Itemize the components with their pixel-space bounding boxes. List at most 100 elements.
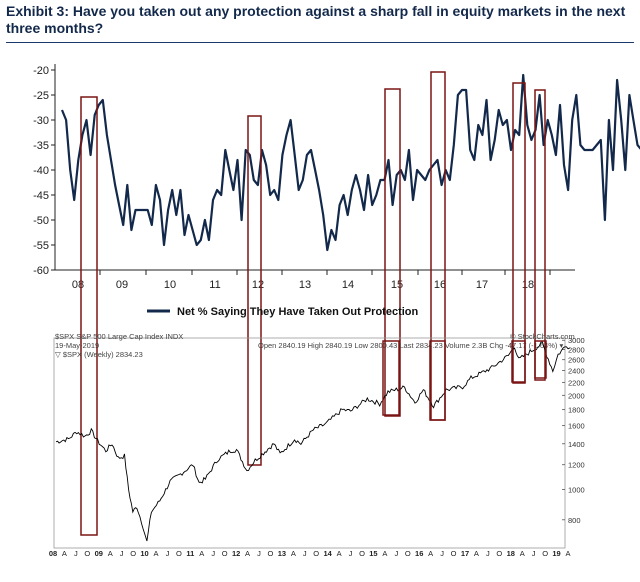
spx-chart-title: $SPX S&P 500 Large Cap Index INDX xyxy=(55,332,183,341)
spx-y-tick-label: 2400 xyxy=(568,367,585,376)
y-tick-label: -30 xyxy=(33,115,49,127)
y-tick-label: -60 xyxy=(33,265,49,277)
spx-x-tick-label: J xyxy=(120,549,124,558)
spx-x-tick-label: 19 xyxy=(552,549,560,558)
y-tick-label: -35 xyxy=(33,140,49,152)
spx-x-tick-label: A xyxy=(291,549,296,558)
spx-x-tick-label: J xyxy=(349,549,353,558)
x-tick-label: 18 xyxy=(522,279,534,291)
title-rule xyxy=(6,42,634,43)
spx-series-line xyxy=(55,341,570,542)
highlight-box xyxy=(534,89,546,381)
spx-x-tick-label: 17 xyxy=(461,549,469,558)
spx-y-tick-label: 2000 xyxy=(568,391,585,400)
spx-highlight-box xyxy=(382,340,400,416)
spx-x-tick-label: O xyxy=(496,549,502,558)
spx-x-tick-label: 10 xyxy=(140,549,148,558)
spx-x-tick-label: A xyxy=(153,549,158,558)
spx-x-tick-label: O xyxy=(359,549,365,558)
spx-x-tick-label: J xyxy=(486,549,490,558)
spx-y-tick-label: 3000 xyxy=(568,336,585,345)
spx-y-tick-label: 1400 xyxy=(568,440,585,449)
y-tick-label: -40 xyxy=(33,165,49,177)
spx-x-tick-label: 16 xyxy=(415,549,423,558)
spx-x-tick-label: O xyxy=(222,549,228,558)
spx-highlight-box xyxy=(429,340,446,421)
x-tick-label: 16 xyxy=(434,279,446,291)
x-tick-label: 15 xyxy=(391,279,403,291)
y-tick-label: -45 xyxy=(33,190,49,202)
spx-y-tick-label: 1600 xyxy=(568,422,585,431)
spx-x-tick-label: J xyxy=(166,549,170,558)
x-tick-label: 12 xyxy=(252,279,264,291)
spx-x-tick-label: 13 xyxy=(278,549,286,558)
spx-y-tick-label: 2800 xyxy=(568,346,585,355)
spx-date-line: 19-May-2019 xyxy=(55,341,99,350)
spx-highlight-box xyxy=(511,340,526,383)
survey-chart: -20 -25 -30 -35 -40 -45 -50 -55 -60 08 09 10 11 12 13 1… xyxy=(33,64,640,536)
spx-x-tick-label: O xyxy=(405,549,411,558)
spx-x-tick-label: A xyxy=(520,549,525,558)
x-tick-label: 10 xyxy=(164,279,176,291)
spx-x-tick-label: J xyxy=(257,549,261,558)
chart-title: Exhibit 3: Have you taken out any protec… xyxy=(6,3,626,36)
spx-x-tick-label: J xyxy=(394,549,398,558)
highlight-box xyxy=(80,96,98,536)
spx-chart: $SPX S&P 500 Large Cap Index INDX 19-May… xyxy=(49,332,585,558)
x-tick-label: 17 xyxy=(476,279,488,291)
spx-x-tick-label: 11 xyxy=(186,549,194,558)
x-tick-label: 14 xyxy=(342,279,354,291)
y-tick-label: -50 xyxy=(33,215,49,227)
spx-x-tick-label: A xyxy=(474,549,479,558)
y-tick-label: -55 xyxy=(33,240,49,252)
spx-x-tick-label: A xyxy=(108,549,113,558)
spx-x-tick-label: J xyxy=(74,549,78,558)
spx-x-tick-label: A xyxy=(428,549,433,558)
spx-x-tick-label: A xyxy=(245,549,250,558)
x-tick-label: 11 xyxy=(209,279,220,291)
spx-x-tick-label: O xyxy=(451,549,457,558)
x-tick-label: 13 xyxy=(299,279,311,291)
spx-y-tick-label: 2600 xyxy=(568,356,585,365)
spx-x-tick-label: J xyxy=(440,549,444,558)
x-tick-label: 08 xyxy=(72,279,84,291)
legend-label: Net % Saying They Have Taken Out Protect… xyxy=(177,306,419,318)
spx-ohlc-line: Open 2840.19 High 2840.19 Low 2800.43 La… xyxy=(258,341,563,350)
y-tick-label: -25 xyxy=(33,90,49,102)
highlight-box xyxy=(247,115,262,466)
spx-y-tick-label: 800 xyxy=(568,516,581,525)
spx-x-tick-label: J xyxy=(211,549,215,558)
spx-series-label: ▽ $SPX (Weekly) 2834.23 xyxy=(55,350,143,359)
spx-x-tick-label: 18 xyxy=(507,549,515,558)
spx-x-tick-label: A xyxy=(62,549,67,558)
spx-x-tick-label: A xyxy=(199,549,204,558)
spx-x-tick-label: A xyxy=(382,549,387,558)
spx-x-tick-label: O xyxy=(84,549,90,558)
spx-x-tick-label: O xyxy=(130,549,136,558)
spx-x-tick-label: O xyxy=(542,549,548,558)
series-line-net-protection xyxy=(60,73,640,252)
spx-y-tick-label: 1000 xyxy=(568,485,585,494)
spx-x-tick-label: 08 xyxy=(49,549,57,558)
spx-highlight-box xyxy=(534,340,547,379)
spx-y-tick-label: 2200 xyxy=(568,378,585,387)
spx-x-tick-label: A xyxy=(565,549,570,558)
spx-x-tick-label: J xyxy=(303,549,307,558)
spx-x-tick-label: 15 xyxy=(369,549,377,558)
legend: Net % Saying They Have Taken Out Protect… xyxy=(147,306,419,318)
spx-chart-frame xyxy=(53,337,566,549)
spx-x-tick-label: J xyxy=(532,549,536,558)
spx-y-tick-label: 1200 xyxy=(568,461,585,470)
y-tick-label: -20 xyxy=(33,65,49,77)
highlight-box xyxy=(430,71,446,421)
spx-x-tick-label: O xyxy=(176,549,182,558)
spx-x-tick-label: O xyxy=(313,549,319,558)
stockcharts-watermark: © StockCharts.com xyxy=(510,332,575,341)
x-tick-label: 09 xyxy=(116,279,128,291)
spx-x-tick-label: O xyxy=(268,549,274,558)
spx-y-tick-label: 1800 xyxy=(568,406,585,415)
highlight-box xyxy=(384,88,401,417)
spx-x-tick-label: 09 xyxy=(95,549,103,558)
highlight-box xyxy=(512,82,526,384)
